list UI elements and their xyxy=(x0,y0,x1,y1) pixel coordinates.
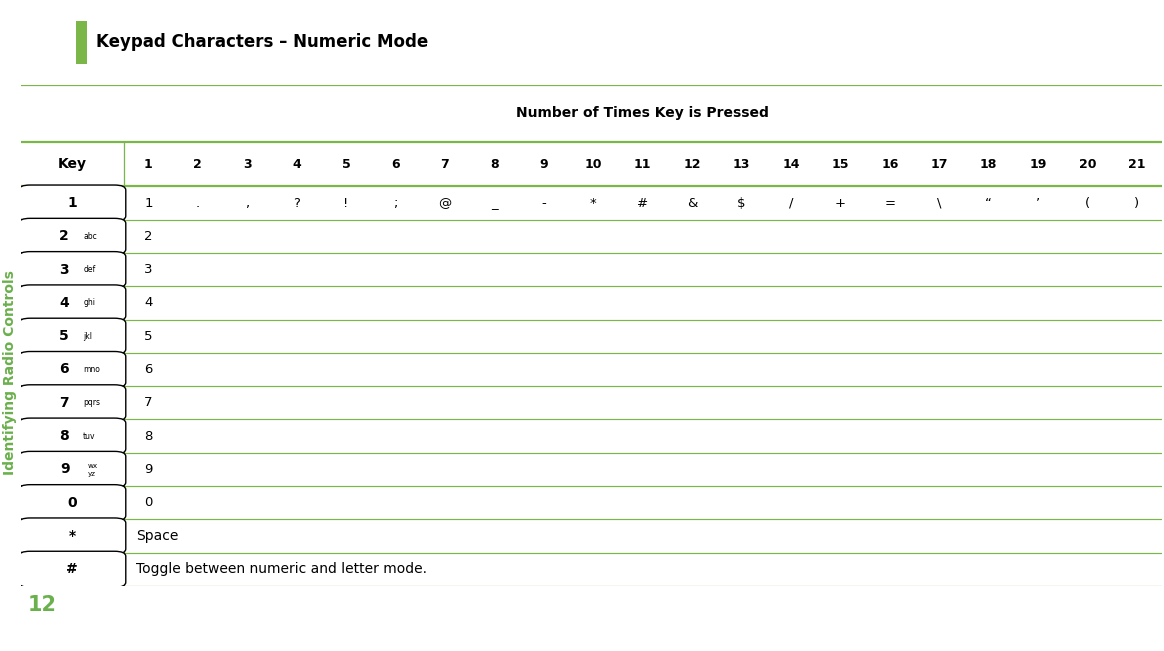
Text: \: \ xyxy=(937,197,942,210)
Text: 5: 5 xyxy=(59,329,69,343)
Text: 7: 7 xyxy=(144,396,152,409)
Text: /: / xyxy=(789,197,793,210)
Text: def: def xyxy=(84,265,95,274)
Text: 20: 20 xyxy=(1079,158,1096,171)
FancyBboxPatch shape xyxy=(19,551,126,587)
Text: 1: 1 xyxy=(144,197,152,210)
Text: 0: 0 xyxy=(68,495,77,510)
Text: 7: 7 xyxy=(440,158,449,171)
Text: 2: 2 xyxy=(59,229,69,243)
Text: _: _ xyxy=(491,197,498,210)
Text: $: $ xyxy=(737,197,746,210)
Text: ?: ? xyxy=(293,197,300,210)
Text: 16: 16 xyxy=(881,158,899,171)
Text: 9: 9 xyxy=(539,158,548,171)
Text: 8: 8 xyxy=(59,429,69,443)
FancyBboxPatch shape xyxy=(19,252,126,288)
Text: =: = xyxy=(885,197,895,210)
Text: Space: Space xyxy=(136,529,178,543)
Text: 3: 3 xyxy=(59,262,69,277)
Text: -: - xyxy=(541,197,546,210)
Text: 5: 5 xyxy=(342,158,350,171)
Text: 12: 12 xyxy=(28,596,57,615)
Text: Keypad Characters – Numeric Mode: Keypad Characters – Numeric Mode xyxy=(97,33,428,51)
Text: “: “ xyxy=(985,197,992,210)
FancyBboxPatch shape xyxy=(19,185,126,221)
Text: 3: 3 xyxy=(243,158,251,171)
Text: 1: 1 xyxy=(144,158,152,171)
Text: ): ) xyxy=(1135,197,1140,210)
Text: *: * xyxy=(69,529,76,543)
Text: 1: 1 xyxy=(68,196,77,210)
FancyBboxPatch shape xyxy=(19,385,126,421)
Text: 8: 8 xyxy=(144,430,152,443)
Text: @: @ xyxy=(439,197,452,210)
Text: 2: 2 xyxy=(144,230,152,243)
Text: jkl: jkl xyxy=(84,332,92,340)
Text: &: & xyxy=(687,197,697,210)
Text: Identifying Radio Controls: Identifying Radio Controls xyxy=(3,270,17,475)
FancyBboxPatch shape xyxy=(19,318,126,354)
Text: 3: 3 xyxy=(144,263,152,276)
Text: ;: ; xyxy=(393,197,398,210)
Text: 6: 6 xyxy=(144,363,152,376)
Text: 11: 11 xyxy=(634,158,652,171)
Text: #: # xyxy=(66,562,78,576)
Text: 6: 6 xyxy=(391,158,399,171)
Text: 4: 4 xyxy=(144,296,152,309)
Text: Key: Key xyxy=(58,158,87,171)
FancyBboxPatch shape xyxy=(19,352,126,387)
Text: (: ( xyxy=(1085,197,1091,210)
Text: tuv: tuv xyxy=(84,432,95,441)
Text: 10: 10 xyxy=(584,158,602,171)
Text: 4: 4 xyxy=(59,296,69,310)
Text: 17: 17 xyxy=(930,158,947,171)
Text: 18: 18 xyxy=(980,158,998,171)
Text: Toggle between numeric and letter mode.: Toggle between numeric and letter mode. xyxy=(136,562,427,576)
Text: .: . xyxy=(196,197,200,210)
FancyBboxPatch shape xyxy=(19,285,126,321)
Text: 6: 6 xyxy=(59,363,69,376)
Text: 2: 2 xyxy=(193,158,203,171)
Text: 0: 0 xyxy=(144,496,152,509)
Text: pqrs: pqrs xyxy=(84,398,100,408)
Text: Number of Times Key is Pressed: Number of Times Key is Pressed xyxy=(516,107,769,120)
Text: 8: 8 xyxy=(490,158,498,171)
Text: yz: yz xyxy=(87,471,95,477)
Text: 21: 21 xyxy=(1128,158,1145,171)
Text: 5: 5 xyxy=(144,329,152,342)
Text: #: # xyxy=(637,197,648,210)
Text: mno: mno xyxy=(84,365,100,374)
Text: 9: 9 xyxy=(61,462,70,477)
Bar xyxy=(76,21,87,64)
Text: !: ! xyxy=(343,197,349,210)
FancyBboxPatch shape xyxy=(19,485,126,521)
Text: 19: 19 xyxy=(1029,158,1046,171)
FancyBboxPatch shape xyxy=(19,218,126,255)
Text: 4: 4 xyxy=(292,158,301,171)
Text: 12: 12 xyxy=(683,158,701,171)
FancyBboxPatch shape xyxy=(19,451,126,488)
Text: 7: 7 xyxy=(59,396,69,409)
Text: 14: 14 xyxy=(782,158,800,171)
Text: 13: 13 xyxy=(733,158,750,171)
FancyBboxPatch shape xyxy=(19,518,126,554)
Text: ,: , xyxy=(246,197,249,210)
Text: wx: wx xyxy=(87,463,98,469)
Text: *: * xyxy=(590,197,597,210)
FancyBboxPatch shape xyxy=(19,418,126,454)
Text: ’: ’ xyxy=(1036,197,1041,210)
Text: 9: 9 xyxy=(144,463,152,476)
Text: +: + xyxy=(835,197,846,210)
Text: ghi: ghi xyxy=(84,298,95,307)
Text: 15: 15 xyxy=(831,158,849,171)
Text: abc: abc xyxy=(84,232,97,241)
